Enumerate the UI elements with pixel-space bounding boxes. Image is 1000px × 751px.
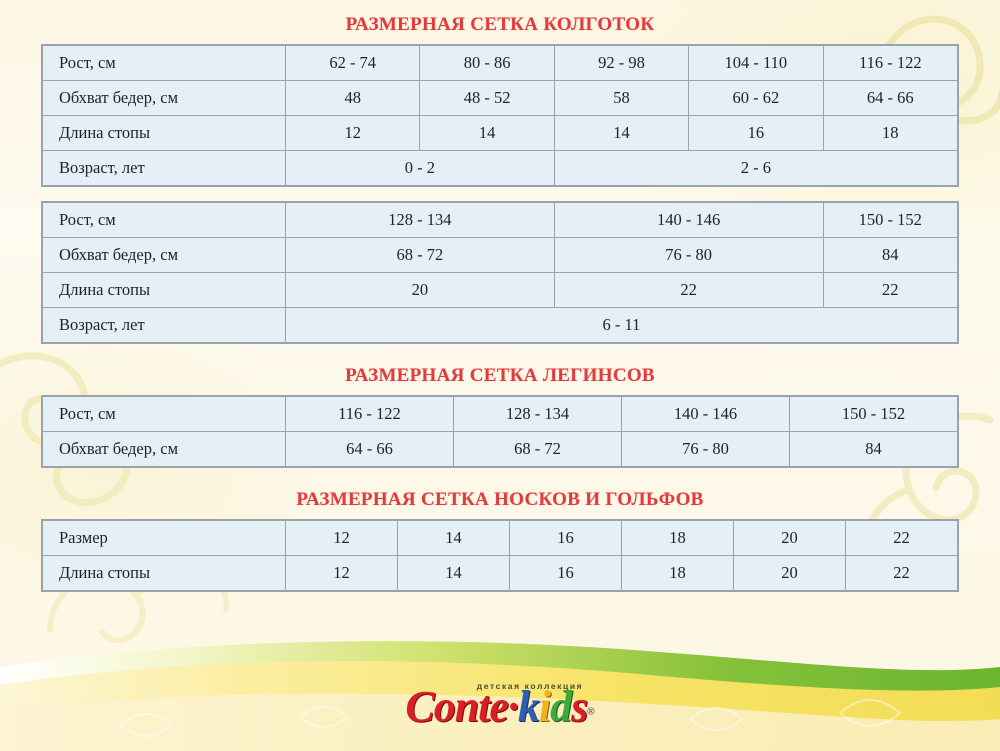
section-title-socks: РАЗМЕРНАЯ СЕТКА НОСКОВ И ГОЛЬФОВ — [296, 489, 704, 510]
table-cell: 150 - 152 — [789, 396, 958, 432]
table-cell: 22 — [553, 272, 824, 308]
table-cell: 20 — [733, 520, 846, 556]
table-cell: 84 — [822, 237, 959, 273]
table-row: Возраст, лет 0 - 2 2 - 6 — [42, 150, 959, 186]
table-cell: 84 — [789, 431, 958, 467]
table-row: Длина стопы 20 22 22 — [42, 272, 959, 308]
table-cell: 92 - 98 — [553, 45, 690, 81]
table-cell: 68 - 72 — [453, 431, 622, 467]
row-label: Рост, см — [42, 202, 286, 238]
table-cell: 48 - 52 — [419, 80, 555, 116]
table-cell: 58 — [553, 80, 690, 116]
table-cell: 18 — [621, 555, 734, 591]
table-leggings: Рост, см 116 - 122 128 - 134 140 - 146 1… — [42, 396, 958, 467]
table-cell: 116 - 122 — [822, 45, 959, 81]
table-cell: 22 — [845, 520, 958, 556]
table-row: Рост, см 62 - 74 80 - 86 92 - 98 104 - 1… — [42, 45, 959, 81]
table-cell: 64 - 66 — [822, 80, 959, 116]
logo-letter-i: i — [538, 682, 551, 731]
table-cell: 76 - 80 — [621, 431, 790, 467]
table-cell: 104 - 110 — [688, 45, 824, 81]
logo-letter-k: k — [517, 682, 540, 731]
table-cell: 12 — [285, 520, 398, 556]
section-title-leggings: РАЗМЕРНАЯ СЕТКА ЛЕГИНСОВ — [345, 365, 655, 386]
table-cell: 16 — [509, 520, 622, 556]
table-cell: 6 - 11 — [285, 307, 958, 343]
table-cell: 22 — [822, 272, 959, 308]
table-row: Длина стопы 12 14 14 16 18 — [42, 115, 959, 151]
table-cell: 0 - 2 — [285, 150, 555, 186]
row-label: Длина стопы — [42, 272, 286, 308]
table-row: Рост, см 128 - 134 140 - 146 150 - 152 — [42, 202, 959, 238]
logo-kicker-text: детская коллекция — [476, 681, 584, 691]
table-cell: 62 - 74 — [284, 45, 421, 81]
logo-wordmark: Conte·kids® — [0, 685, 1000, 729]
row-label: Рост, см — [42, 396, 286, 432]
table-cell: 20 — [733, 555, 846, 591]
wave-graphic — [0, 641, 1000, 751]
table-cell: 128 - 134 — [453, 396, 622, 432]
table-cell: 14 — [397, 555, 510, 591]
table-cell: 76 - 80 — [553, 237, 824, 273]
table-cell: 12 — [285, 555, 398, 591]
row-label: Длина стопы — [42, 555, 286, 591]
table-cell: 68 - 72 — [285, 237, 555, 273]
table-cell: 80 - 86 — [419, 45, 555, 81]
table-cell: 14 — [397, 520, 510, 556]
table-cell: 16 — [688, 115, 824, 151]
logo-letter-d: d — [550, 682, 572, 731]
logo-text-conte: Conte — [405, 682, 509, 731]
table-cell: 140 - 146 — [553, 202, 824, 238]
table-cell: 116 - 122 — [285, 396, 454, 432]
table-cell: 22 — [845, 555, 958, 591]
logo-separator-dot: · — [507, 682, 519, 731]
table-cell: 14 — [419, 115, 555, 151]
brand-logo: детская коллекция Conte·kids® — [0, 681, 1000, 729]
row-label: Обхват бедер, см — [42, 80, 286, 116]
table-cell: 64 - 66 — [285, 431, 454, 467]
table-cell: 12 — [284, 115, 421, 151]
table-row: Рост, см 116 - 122 128 - 134 140 - 146 1… — [42, 396, 958, 432]
row-label: Возраст, лет — [42, 150, 286, 186]
row-label: Возраст, лет — [42, 307, 286, 343]
table-cell: 2 - 6 — [553, 150, 959, 186]
table-cell: 48 — [284, 80, 421, 116]
table-cell: 60 - 62 — [688, 80, 824, 116]
table-cell: 18 — [621, 520, 734, 556]
row-label: Обхват бедер, см — [42, 431, 286, 467]
row-label: Размер — [42, 520, 286, 556]
table-row: Обхват бедер, см 68 - 72 76 - 80 84 — [42, 237, 959, 273]
table-row: Размер 12 14 16 18 20 22 — [42, 520, 958, 556]
tables-content: РАЗМЕРНАЯ СЕТКА КОЛГОТОК Рост, см 62 - 7… — [42, 14, 959, 591]
table-cell: 18 — [822, 115, 959, 151]
table-row: Возраст, лет 6 - 11 — [42, 307, 958, 343]
table-cell: 16 — [509, 555, 622, 591]
table-socks: Размер 12 14 16 18 20 22 Длина стопы 12 … — [42, 520, 958, 591]
table-row: Обхват бедер, см 64 - 66 68 - 72 76 - 80… — [42, 431, 958, 467]
table-row: Обхват бедер, см 48 48 - 52 58 60 - 62 6… — [42, 80, 959, 116]
table-wrapper-socks: Размер 12 14 16 18 20 22 Длина стопы 12 … — [42, 520, 958, 591]
logo-letter-s: s — [571, 682, 588, 731]
row-label: Обхват бедер, см — [42, 237, 286, 273]
table-wrapper-tights-small: Рост, см 62 - 74 80 - 86 92 - 98 104 - 1… — [42, 45, 959, 186]
row-label: Длина стопы — [42, 115, 286, 151]
table-cell: 128 - 134 — [285, 202, 555, 238]
table-row: Длина стопы 12 14 16 18 20 22 — [42, 555, 958, 591]
table-cell: 150 - 152 — [822, 202, 959, 238]
row-label: Рост, см — [42, 45, 286, 81]
table-wrapper-leggings: Рост, см 116 - 122 128 - 134 140 - 146 1… — [42, 396, 958, 467]
table-wrapper-tights-large: Рост, см 128 - 134 140 - 146 150 - 152 О… — [42, 202, 959, 343]
bottom-wave-decoration — [0, 633, 1000, 751]
table-cell: 14 — [553, 115, 690, 151]
table-tights-small: Рост, см 62 - 74 80 - 86 92 - 98 104 - 1… — [42, 45, 959, 186]
registered-trademark-mark: ® — [587, 706, 595, 718]
table-cell: 140 - 146 — [621, 396, 790, 432]
section-title-tights: РАЗМЕРНАЯ СЕТКА КОЛГОТОК — [345, 14, 655, 35]
table-cell: 20 — [285, 272, 555, 308]
table-tights-large: Рост, см 128 - 134 140 - 146 150 - 152 О… — [42, 202, 959, 343]
